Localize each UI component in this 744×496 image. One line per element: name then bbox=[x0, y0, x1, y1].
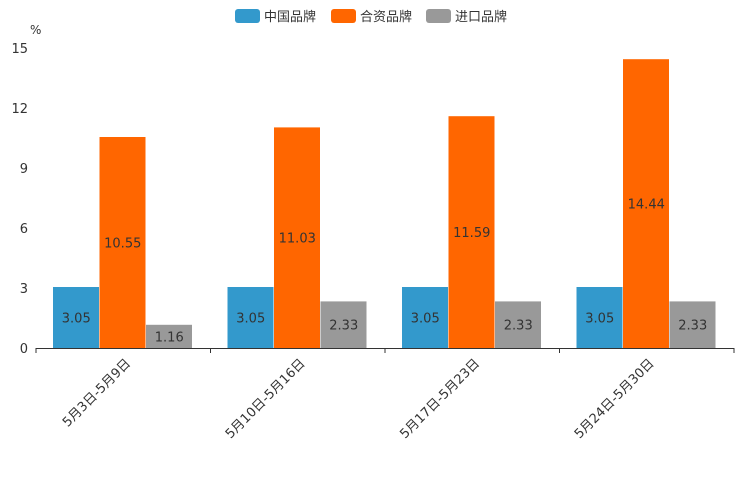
data-label: 2.33 bbox=[678, 319, 707, 334]
data-label: 14.44 bbox=[628, 198, 665, 213]
bar-2-1 bbox=[99, 137, 146, 348]
data-label: 10.55 bbox=[104, 237, 141, 252]
y-tick-label: 0 bbox=[20, 342, 28, 357]
legend: 中国品牌 合资品牌 进口品牌 bbox=[235, 9, 507, 25]
data-label: 11.03 bbox=[279, 232, 316, 247]
data-label: 3.05 bbox=[236, 312, 265, 327]
x-axis: 5月3日-5月9日 5月10日-5月16日 5月17日-5月23日 5月24日-5月3… bbox=[35, 348, 735, 442]
bar-1-2 bbox=[227, 287, 274, 348]
data-label: 3.05 bbox=[411, 312, 440, 327]
data-label: 2.33 bbox=[329, 319, 358, 334]
bar-3-4 bbox=[669, 301, 716, 348]
bar-1-3 bbox=[402, 287, 448, 348]
legend-label-2[interactable]: 合资品牌 bbox=[360, 9, 412, 25]
bar-3-3 bbox=[495, 301, 541, 348]
bar-1-1 bbox=[53, 287, 99, 348]
data-label: 3.05 bbox=[585, 312, 614, 327]
legend-label-3[interactable]: 进口品牌 bbox=[455, 9, 507, 25]
legend-swatch-2[interactable] bbox=[331, 9, 356, 23]
data-label: 11.59 bbox=[453, 226, 490, 241]
bar-3-2 bbox=[320, 301, 367, 348]
bar-2-3 bbox=[448, 116, 495, 348]
x-tick-label: 5月24日-5月30日 bbox=[572, 356, 658, 442]
y-axis-unit: % bbox=[30, 23, 41, 37]
bar-2-2 bbox=[274, 127, 320, 349]
legend-swatch-1[interactable] bbox=[235, 9, 260, 23]
x-tick-label: 5月17日-5月23日 bbox=[397, 356, 483, 442]
y-tick-label: 12 bbox=[11, 102, 28, 117]
y-tick-label: 3 bbox=[20, 282, 28, 297]
y-tick-label: 9 bbox=[20, 162, 28, 177]
data-label: 2.33 bbox=[504, 319, 533, 334]
bars: 3.05 10.55 1.16 3.05 11.03 2.33 3.05 11.59 2.33 3… bbox=[53, 59, 716, 349]
legend-swatch-3[interactable] bbox=[426, 9, 451, 23]
y-axis: 0 3 6 9 12 15 bbox=[11, 42, 28, 357]
bar-3-1 bbox=[146, 324, 192, 348]
y-tick-label: 15 bbox=[11, 42, 28, 57]
data-label: 1.16 bbox=[155, 330, 184, 345]
y-tick-label: 6 bbox=[20, 222, 28, 237]
x-tick-label: 5月10日-5月16日 bbox=[223, 356, 309, 442]
x-tick-label: 5月3日-5月9日 bbox=[60, 356, 134, 430]
data-label: 3.05 bbox=[62, 312, 91, 327]
bar-1-4 bbox=[576, 287, 623, 348]
bar-2-4 bbox=[623, 59, 669, 348]
legend-label-1[interactable]: 中国品牌 bbox=[264, 9, 316, 25]
